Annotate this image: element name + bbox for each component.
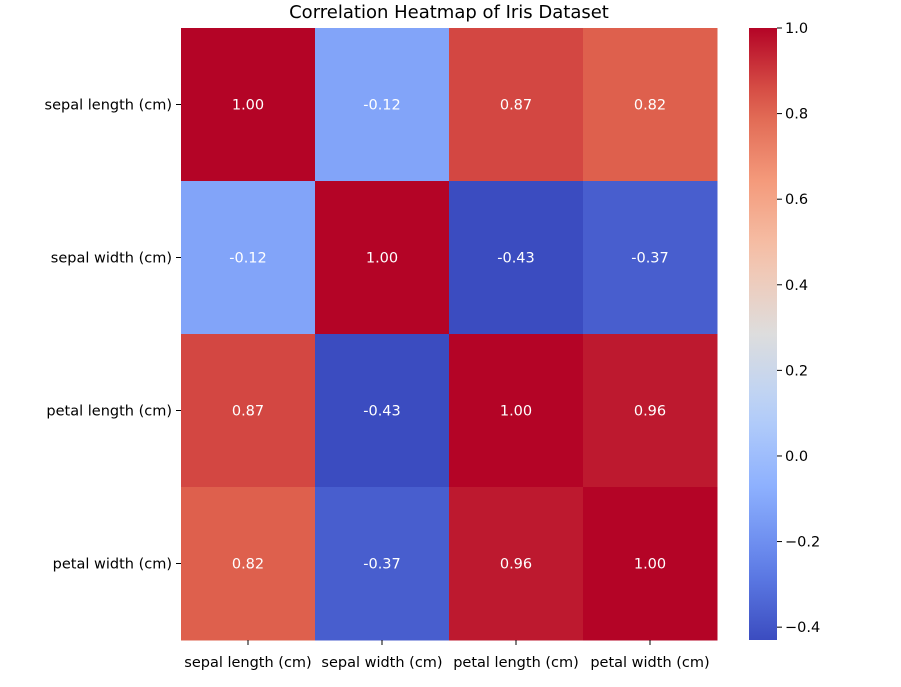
cell-value-label: -0.37	[363, 557, 401, 573]
cell-value-label: 0.87	[500, 98, 532, 114]
x-tick-label: petal width (cm)	[590, 655, 709, 671]
cell-value-label: 1.00	[366, 251, 398, 267]
colorbar-tick-label: 0.2	[785, 363, 808, 379]
y-tick-label: petal width (cm)	[53, 557, 172, 573]
cell-value-label: 0.87	[232, 404, 264, 420]
heatmap-cell	[583, 487, 718, 641]
heatmap-cell	[181, 181, 316, 335]
cell-value-label: -0.12	[229, 251, 267, 267]
colorbar-tick-label: 0.6	[785, 192, 808, 208]
colorbar-gradient	[749, 28, 777, 640]
heatmap-cell	[449, 334, 584, 488]
y-tick-label: sepal length (cm)	[45, 98, 172, 114]
colorbar-tick-label: 0.8	[785, 107, 808, 123]
y-axis: sepal length (cm) sepal width (cm) petal l…	[45, 98, 181, 573]
x-tick-label: sepal length (cm)	[184, 655, 311, 671]
heatmap-cell	[449, 28, 584, 182]
chart-title: Correlation Heatmap of Iris Dataset	[289, 2, 609, 23]
cell-value-label: -0.43	[363, 404, 401, 420]
heatmap-cell	[583, 28, 718, 182]
heatmap-cell	[315, 334, 450, 488]
cell-value-label: -0.43	[497, 251, 535, 267]
colorbar: 1.0 0.8 0.6 0.4 0.2 0.0 −0.2 −0.4	[749, 21, 820, 640]
x-tick-label: petal length (cm)	[453, 655, 579, 671]
heatmap-cell	[315, 487, 450, 641]
heatmap-cell	[181, 334, 316, 488]
colorbar-tick-label: 0.4	[785, 278, 808, 294]
heatmap-cell	[449, 181, 584, 335]
heatmap-cell-labels: 1.00 -0.12 0.87 0.82 -0.12 1.00 -0.43 -0.37 0.87…	[229, 98, 669, 573]
cell-value-label: -0.12	[363, 98, 401, 114]
heatmap-cells	[181, 28, 718, 641]
colorbar-tick-label: −0.2	[785, 535, 820, 551]
colorbar-tick-label: 1.0	[785, 21, 808, 37]
heatmap-cell	[449, 487, 584, 641]
heatmap-cell	[583, 181, 718, 335]
y-tick-label: petal length (cm)	[46, 404, 172, 420]
cell-value-label: 1.00	[634, 557, 666, 573]
cell-value-label: -0.37	[631, 251, 669, 267]
x-tick-label: sepal width (cm)	[321, 655, 442, 671]
cell-value-label: 1.00	[500, 404, 532, 420]
colorbar-tick-label: 0.0	[785, 449, 808, 465]
cell-value-label: 0.82	[232, 557, 264, 573]
heatmap-cell	[583, 334, 718, 488]
cell-value-label: 0.96	[634, 404, 666, 420]
heatmap-cell	[181, 28, 316, 182]
heatmap-cell	[181, 487, 316, 641]
cell-value-label: 0.96	[500, 557, 532, 573]
heatmap-cell	[315, 28, 450, 182]
cell-value-label: 0.82	[634, 98, 666, 114]
heatmap-cell	[315, 181, 450, 335]
y-tick-label: sepal width (cm)	[51, 251, 172, 267]
x-axis: sepal length (cm) sepal width (cm) petal l…	[184, 640, 710, 671]
cell-value-label: 1.00	[232, 98, 264, 114]
colorbar-tick-label: −0.4	[785, 620, 820, 636]
